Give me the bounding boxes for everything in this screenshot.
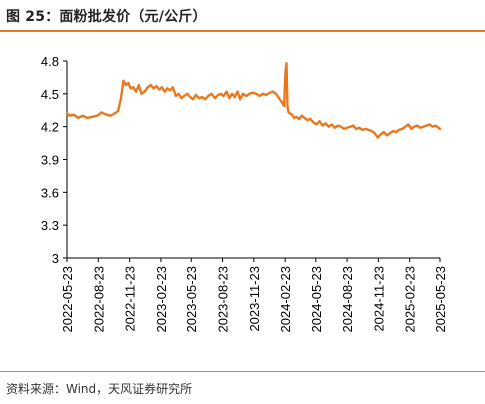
y-tick-label: 3.3 (41, 218, 59, 233)
y-tick-label: 3.6 (41, 185, 59, 200)
y-tick-label: 3 (52, 251, 59, 266)
x-tick-label: 2023-05-23 (184, 266, 199, 333)
y-tick-label: 4.8 (41, 54, 59, 69)
x-tick-label: 2022-08-23 (91, 266, 106, 333)
series-group (65, 62, 442, 139)
source-rule (0, 371, 485, 372)
x-tick-label: 2024-08-23 (340, 266, 355, 333)
chart-title: 图 25：面粉批发价（元/公斤） (6, 9, 207, 25)
y-tick-label: 3.9 (41, 153, 59, 168)
line-chart: 3 3.3 3.6 3.9 4.2 4.5 4.8 2022-05-23 2022-08-23… (41, 54, 448, 333)
x-axis-ticks: 2022-05-23 2022-08-23 2022-11-23 2023-02-23… (60, 258, 448, 333)
x-tick-label: 2022-11-23 (123, 266, 138, 332)
title-rule (0, 30, 485, 32)
x-tick-label: 2024-02-23 (278, 266, 293, 333)
x-tick-label: 2022-05-23 (60, 266, 75, 333)
x-tick-label: 2023-11-23 (247, 266, 262, 332)
y-axis-ticks: 3 3.3 3.6 3.9 4.2 4.5 4.8 (41, 54, 67, 266)
x-tick-label: 2025-02-23 (403, 266, 418, 333)
x-tick-label: 2023-08-23 (216, 266, 231, 333)
x-tick-label: 2023-02-23 (154, 266, 169, 333)
y-tick-label: 4.5 (41, 87, 59, 102)
series-line (65, 62, 442, 139)
y-tick-label: 4.2 (41, 120, 59, 135)
x-tick-label: 2024-11-23 (371, 266, 386, 332)
x-tick-label: 2024-05-23 (309, 266, 324, 333)
x-tick-label: 2025-05-23 (433, 266, 448, 333)
source-note: 资料来源：Wind，天风证券研究所 (6, 382, 193, 396)
